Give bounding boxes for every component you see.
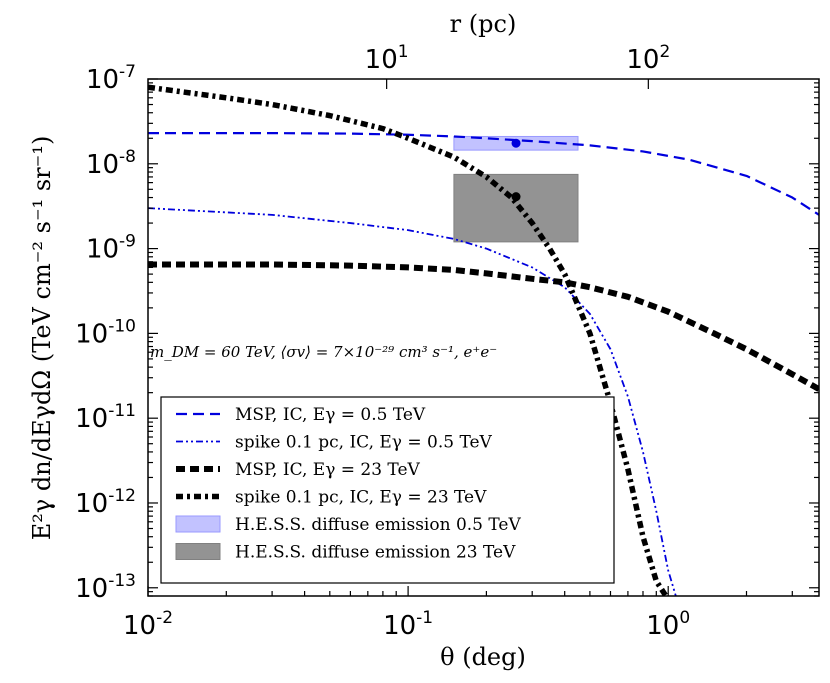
legend-swatch-4	[175, 515, 221, 533]
legend-entries: MSP, IC, Eγ = 0.5 TeV spike 0.1 pc, IC, E…	[175, 405, 521, 563]
series-line-2	[148, 261, 819, 392]
annotation: m_DM = 60 TeV, ⟨σv⟩ = 7×10⁻²⁹ cm³ s⁻¹, e…	[150, 343, 497, 361]
hess-point-0	[511, 138, 521, 148]
y-tick-label: 10-12	[75, 486, 136, 519]
hess-point-1	[511, 192, 521, 202]
legend-swatch-5	[175, 543, 221, 560]
x-tick-label: 10-1	[383, 608, 433, 641]
top-axis-title: r (pc)	[450, 10, 517, 38]
series-layer	[148, 84, 819, 596]
hess-region-1	[453, 173, 579, 243]
y-tick-label: 10-11	[75, 401, 136, 434]
legend-label-0: MSP, IC, Eγ = 0.5 TeV	[235, 405, 426, 425]
x-tick-label: 100	[646, 608, 690, 641]
points-layer	[511, 138, 521, 202]
legend-label-4: H.E.S.S. diffuse emission 0.5 TeV	[235, 515, 521, 535]
series-line-1	[148, 207, 677, 596]
legend-label-2: MSP, IC, Eγ = 23 TeV	[235, 460, 421, 480]
y-tick-label: 10-13	[75, 571, 136, 604]
y-tick-label: 10-7	[86, 62, 136, 95]
y-tick-label: 10-9	[86, 232, 136, 265]
y-tick-label: 10-8	[86, 147, 136, 180]
legend-box	[160, 396, 615, 584]
legend-label-1: spike 0.1 pc, IC, Eγ = 0.5 TeV	[235, 433, 493, 453]
legend-label-5: H.E.S.S. diffuse emission 23 TeV	[235, 543, 516, 563]
series-line-0	[148, 132, 819, 216]
legend: MSP, IC, Eγ = 0.5 TeV spike 0.1 pc, IC, E…	[160, 396, 615, 584]
regions-layer	[453, 135, 579, 243]
y-tick-label: 10-10	[75, 316, 136, 349]
y-axis-title: E²γ dn/dEγdΩ (TeV cm⁻² s⁻¹ sr⁻¹)	[28, 136, 56, 541]
legend-label-3: spike 0.1 pc, IC, Eγ = 23 TeV	[235, 488, 487, 508]
x-axis-title: θ (deg)	[440, 643, 526, 671]
ticks-layer: 10-2 10-1 100 10-7 10-8 10-9 10-10 10-11 10-12 10…	[75, 42, 819, 641]
x-tick-label: 10-2	[123, 608, 173, 641]
top-tick-label: 102	[626, 42, 670, 75]
top-tick-label: 101	[365, 42, 409, 75]
series-line-3	[148, 84, 669, 596]
